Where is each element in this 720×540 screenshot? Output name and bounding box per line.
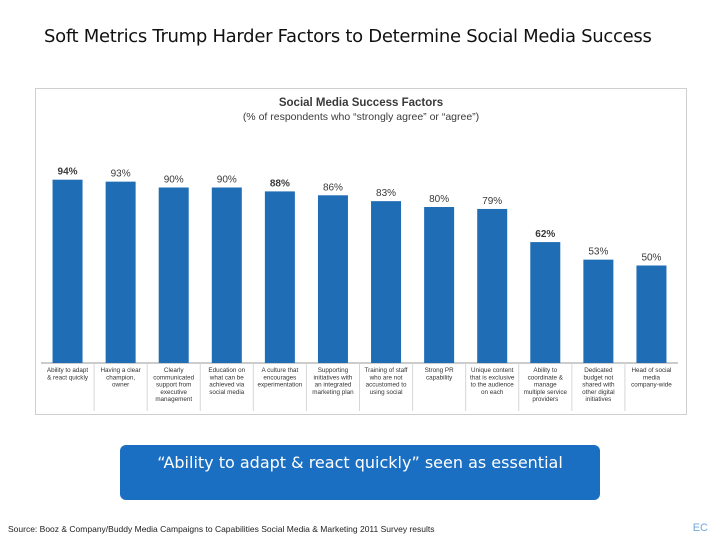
data-label-8: 80% <box>429 194 449 205</box>
bar-9 <box>477 208 508 363</box>
bar-2 <box>105 181 136 363</box>
category-label-6: Supporting initiatives with an integrated m… <box>312 367 354 396</box>
bar-12 <box>636 265 667 363</box>
bar-7 <box>371 201 402 363</box>
bar-11 <box>583 259 614 363</box>
category-label-8: Strong PR capability <box>425 367 455 381</box>
slide-title: Soft Metrics Trump Harder Factors to Det… <box>44 26 652 47</box>
chart-frame: Social Media Success Factors (% of respo… <box>35 88 687 415</box>
bar-3 <box>158 187 189 363</box>
callout-box: “Ability to adapt & react quickly” seen … <box>120 445 600 500</box>
category-label-7: Training of staff who are not accustomed t… <box>365 367 408 396</box>
bar-5 <box>264 191 295 363</box>
data-label-2: 93% <box>111 169 131 180</box>
bar-6 <box>317 195 348 363</box>
category-label-9: Unique content that is exclusive to the au… <box>470 367 515 396</box>
bar-4 <box>211 187 242 363</box>
data-label-6: 86% <box>323 182 343 193</box>
data-label-1: 94% <box>58 167 78 178</box>
category-label-4: Education on what can be achieved via socia… <box>208 367 245 396</box>
category-label-11: Dedicated budget not shared with other digi… <box>582 367 615 403</box>
data-label-3: 90% <box>164 175 184 186</box>
category-label-10: Ability to coordinate & manage multiple ser… <box>524 367 568 403</box>
bar-chart: Social Media Success Factors (% of respo… <box>41 97 678 411</box>
data-label-10: 62% <box>535 229 555 240</box>
category-label-2: Having a clear champion, owner <box>100 367 140 389</box>
corner-mark: EC <box>692 522 708 534</box>
source-note: Source: Booz & Company/Buddy Media Campa… <box>8 524 435 534</box>
data-label-7: 83% <box>376 188 396 199</box>
data-label-11: 53% <box>588 247 608 258</box>
bar-10 <box>530 242 561 363</box>
data-label-5: 88% <box>270 178 290 189</box>
category-label-5: A culture that encourages experimentation <box>257 367 302 389</box>
category-label-3: Clearly communicated support from executive… <box>153 367 194 403</box>
data-label-9: 79% <box>482 196 502 207</box>
bar-1 <box>52 179 83 363</box>
chart-title: Social Media Success Factors <box>279 97 443 109</box>
category-label-12: Head of social media company-wide <box>631 367 672 389</box>
bar-8 <box>424 207 455 363</box>
data-label-12: 50% <box>641 253 661 264</box>
category-label-1: Ability to adapt & react quickly <box>47 367 89 381</box>
data-label-4: 90% <box>217 175 237 186</box>
chart-subtitle: (% of respondents who “strongly agree” o… <box>243 111 479 123</box>
